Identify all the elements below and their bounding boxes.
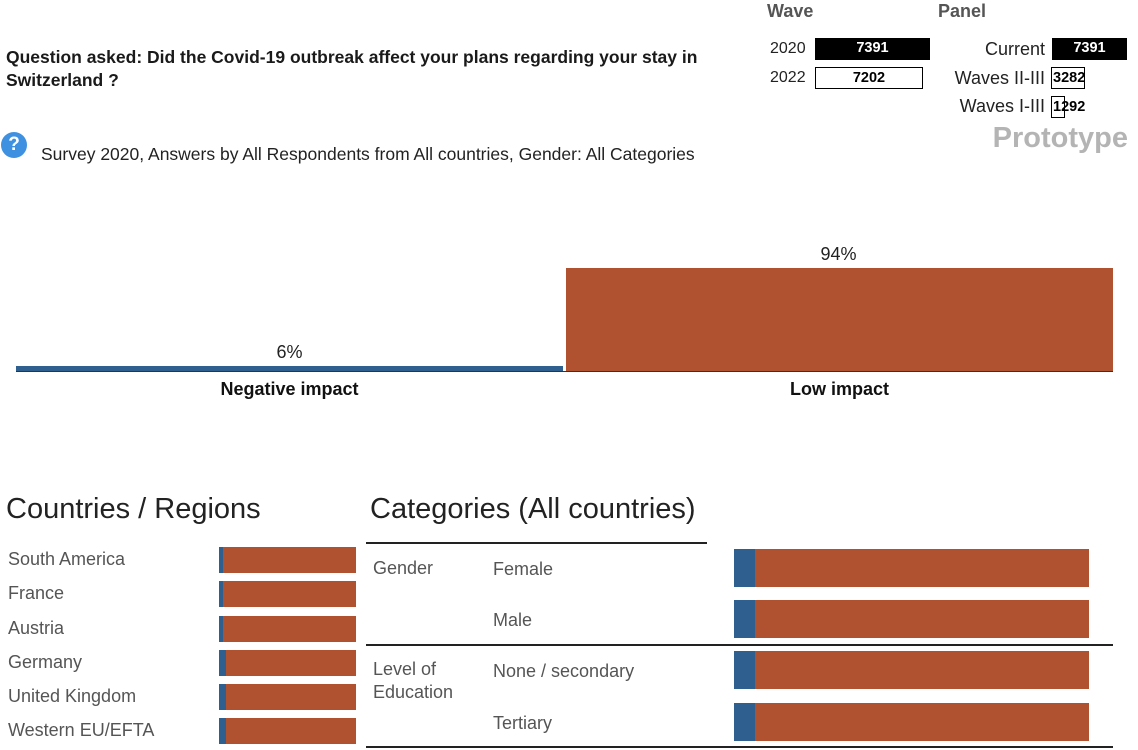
- country-label[interactable]: United Kingdom: [8, 686, 137, 706]
- panel-waves-2-3-count-button[interactable]: 3282: [1051, 67, 1085, 89]
- category-bar-low[interactable]: [755, 703, 1089, 741]
- panel-current-label: Current: [984, 39, 1045, 59]
- country-bar-low[interactable]: [223, 547, 356, 573]
- country-bar-low[interactable]: [226, 718, 356, 744]
- country-label[interactable]: South America: [8, 549, 126, 569]
- panel-current-count-button[interactable]: 7391: [1052, 38, 1127, 60]
- wave-heading: Wave: [767, 1, 814, 21]
- question-text: Question asked: Did the Covid-19 outbrea…: [6, 47, 698, 90]
- impact-bar-chart: 6% Negative impact 94% Low impact: [16, 244, 1113, 399]
- category-bar-negative[interactable]: [734, 600, 755, 638]
- category-bar-low[interactable]: [755, 600, 1089, 638]
- category-item-label[interactable]: Tertiary: [493, 713, 553, 733]
- country-bar-low[interactable]: [223, 616, 356, 642]
- wave-2020-label: 2020: [770, 40, 806, 57]
- category-bar-negative[interactable]: [734, 549, 755, 587]
- category-bar-low[interactable]: [755, 549, 1089, 587]
- country-bar-negative[interactable]: [219, 616, 223, 642]
- wave-2022-count-button[interactable]: 7202: [815, 67, 923, 89]
- category-item-label[interactable]: None / secondary: [493, 661, 635, 681]
- country-bar-negative[interactable]: [219, 581, 223, 607]
- country-bar-low[interactable]: [226, 684, 356, 710]
- wave-2022-label: 2022: [770, 69, 806, 86]
- category-bar-negative[interactable]: [734, 703, 755, 741]
- categories-title-rule: [366, 542, 707, 544]
- wave-2020-count-button[interactable]: 7391: [815, 38, 930, 60]
- country-bar-negative[interactable]: [219, 650, 226, 676]
- category-group-label: Gender: [373, 558, 434, 578]
- value-label-1: 94%: [820, 244, 856, 264]
- panel-waves-1-3-count-button[interactable]: 1292: [1051, 96, 1085, 118]
- prototype-watermark: Prototype: [992, 122, 1128, 154]
- country-bar-negative[interactable]: [219, 718, 226, 744]
- panel-waves-1-3-label: Waves I-III: [959, 96, 1045, 116]
- bar-negative-impact[interactable]: [16, 366, 563, 371]
- category-group-label: Level of Education: [373, 659, 454, 702]
- category-item-label[interactable]: Female: [493, 559, 554, 579]
- value-label-0: 6%: [276, 342, 302, 362]
- countries-section-title: Countries / Regions: [6, 493, 261, 525]
- survey-subtitle: Survey 2020, Answers by All Respondents …: [41, 144, 695, 164]
- country-bar-negative[interactable]: [219, 547, 223, 573]
- country-label[interactable]: France: [8, 583, 65, 603]
- category-item-label[interactable]: Male: [493, 610, 533, 630]
- country-label[interactable]: Austria: [8, 618, 65, 638]
- category-label-1: Low impact: [790, 379, 889, 399]
- country-bar-low[interactable]: [226, 650, 356, 676]
- categories-section-title: Categories (All countries): [370, 493, 696, 525]
- panel-heading: Panel: [938, 1, 987, 21]
- help-icon[interactable]: ?: [1, 132, 27, 158]
- category-label-0: Negative impact: [220, 379, 358, 399]
- country-label[interactable]: Germany: [8, 652, 83, 672]
- category-bar-negative[interactable]: [734, 651, 755, 689]
- panel-waves-2-3-label: Waves II-III: [954, 68, 1045, 88]
- bar-low-impact[interactable]: [566, 268, 1113, 371]
- category-group-divider: [366, 644, 1113, 646]
- category-group-divider: [366, 746, 1113, 748]
- category-bar-low[interactable]: [755, 651, 1089, 689]
- country-bar-low[interactable]: [223, 581, 356, 607]
- country-label[interactable]: Western EU/EFTA: [8, 720, 155, 740]
- country-bar-negative[interactable]: [219, 684, 226, 710]
